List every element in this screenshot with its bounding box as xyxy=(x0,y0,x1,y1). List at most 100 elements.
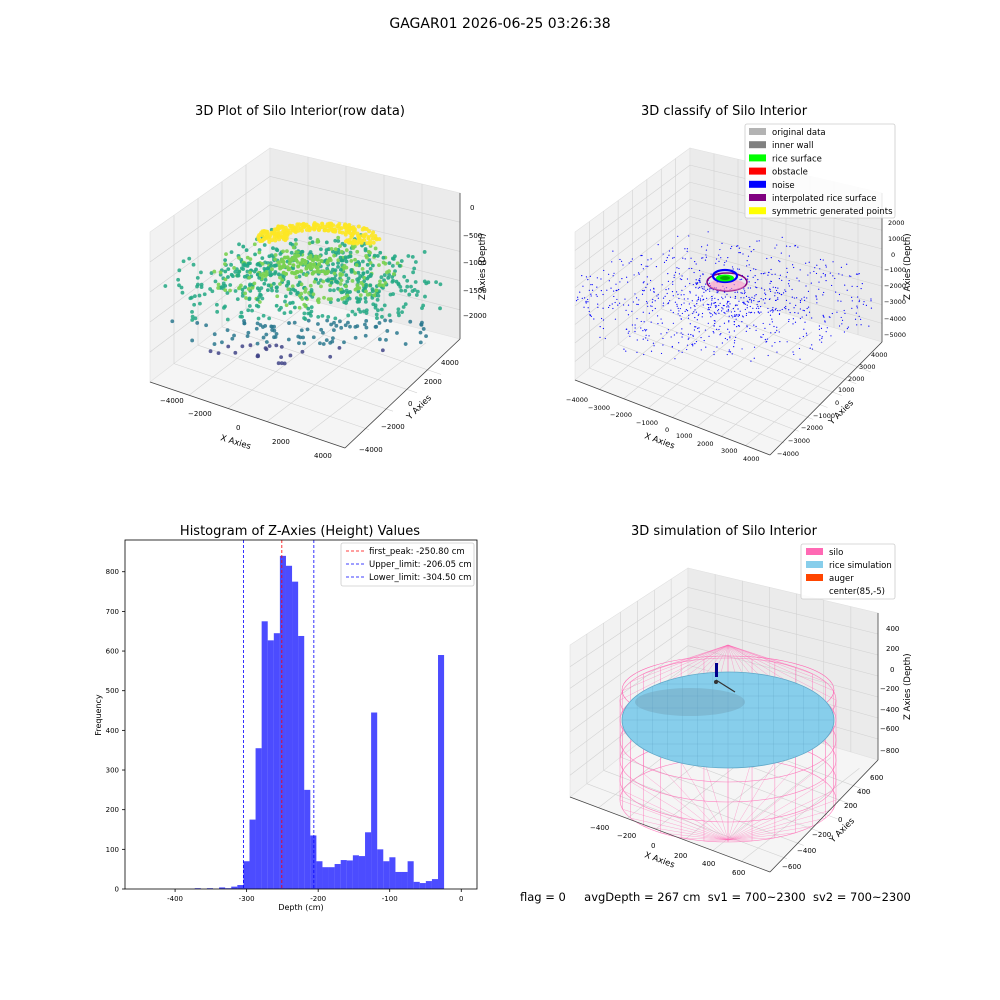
data-point xyxy=(219,285,223,290)
data-point xyxy=(347,230,352,235)
data-point xyxy=(199,270,203,275)
p3-legend-box xyxy=(340,542,475,587)
noise-point xyxy=(611,261,613,263)
data-point xyxy=(267,344,272,348)
noise-point xyxy=(680,332,682,334)
noise-point xyxy=(698,331,700,333)
noise-point xyxy=(785,276,787,278)
noise-point xyxy=(728,306,730,308)
noise-point xyxy=(794,321,797,323)
noise-point xyxy=(596,286,598,288)
noise-point xyxy=(728,331,730,333)
data-point xyxy=(309,289,314,294)
noise-point xyxy=(746,326,748,328)
data-point xyxy=(222,305,226,310)
noise-point xyxy=(778,260,780,262)
noise-point xyxy=(591,289,594,291)
data-point xyxy=(247,275,252,280)
flag-text: flag = 0 xyxy=(520,890,566,904)
noise-point xyxy=(771,309,773,311)
data-point xyxy=(370,263,375,268)
noise-point xyxy=(819,258,822,261)
p4-xtick: 400 xyxy=(702,860,715,868)
noise-point xyxy=(700,336,702,339)
p2-ytick: −1000 xyxy=(813,412,835,420)
data-point xyxy=(197,293,202,298)
data-point xyxy=(213,279,218,284)
data-point xyxy=(324,338,329,343)
data-point xyxy=(324,251,328,256)
data-point xyxy=(252,242,257,247)
noise-point xyxy=(803,296,805,298)
legend-label: silo xyxy=(829,548,843,558)
noise-point xyxy=(746,304,748,306)
data-point xyxy=(316,227,321,232)
noise-point xyxy=(704,329,707,331)
noise-point xyxy=(705,346,707,348)
noise-point xyxy=(796,297,798,299)
noise-point xyxy=(695,294,697,296)
noise-point xyxy=(616,298,618,301)
data-point xyxy=(296,225,301,230)
noise-point xyxy=(689,282,691,285)
silo-floor-line xyxy=(619,799,729,841)
noise-point xyxy=(719,325,721,328)
noise-point xyxy=(850,275,852,277)
noise-point xyxy=(678,267,680,270)
noise-point xyxy=(838,325,841,327)
p2-ztick: 1000 xyxy=(888,235,905,243)
data-point xyxy=(307,241,312,246)
noise-point xyxy=(726,293,728,295)
noise-point xyxy=(722,308,724,310)
silo-floor-line xyxy=(660,767,729,841)
noise-point xyxy=(693,329,696,331)
auger-hub xyxy=(714,680,718,684)
noise-point xyxy=(851,300,853,302)
noise-point xyxy=(697,327,699,329)
noise-point xyxy=(714,312,716,315)
noise-point xyxy=(771,345,773,347)
data-point xyxy=(334,323,339,328)
noise-point xyxy=(642,268,644,270)
noise-point xyxy=(856,285,858,288)
noise-point xyxy=(788,279,790,282)
noise-point xyxy=(779,309,781,312)
noise-point xyxy=(780,293,782,296)
data-point xyxy=(355,324,360,329)
data-point xyxy=(262,229,267,234)
noise-point xyxy=(788,318,790,321)
data-point xyxy=(181,259,186,264)
data-point xyxy=(288,291,293,296)
noise-point xyxy=(829,272,831,274)
p1-xtick: 2000 xyxy=(272,438,290,446)
y-tick-label: 700 xyxy=(106,608,119,616)
noise-point xyxy=(682,333,684,335)
legend-label: original data xyxy=(772,128,826,138)
noise-point xyxy=(721,342,723,344)
noise-point xyxy=(681,336,683,338)
grid-line xyxy=(745,350,861,446)
histogram-bar xyxy=(285,565,293,889)
noise-point xyxy=(822,315,825,317)
noise-point xyxy=(709,290,711,292)
p4-ztick: −200 xyxy=(880,685,899,693)
silo-floor-line xyxy=(703,758,729,841)
data-point xyxy=(364,289,368,294)
data-point xyxy=(331,336,335,341)
noise-point xyxy=(636,339,638,341)
noise-point xyxy=(806,297,808,299)
noise-point xyxy=(761,336,763,338)
data-point xyxy=(344,273,349,278)
noise-point xyxy=(709,288,711,290)
noise-point xyxy=(694,326,696,328)
p2-xtick: 1000 xyxy=(676,432,693,440)
noise-point xyxy=(676,332,678,334)
data-point xyxy=(381,283,386,288)
data-point xyxy=(297,293,302,298)
noise-point xyxy=(857,296,859,298)
noise-point xyxy=(750,360,752,362)
data-point xyxy=(356,307,361,312)
noise-point xyxy=(666,332,668,334)
data-point xyxy=(275,248,280,253)
data-point xyxy=(380,348,385,353)
